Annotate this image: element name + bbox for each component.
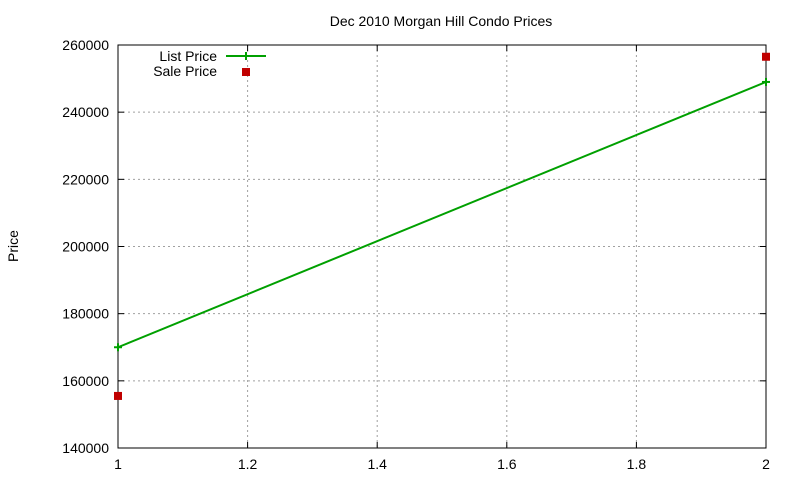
data-point-list-price [114, 343, 122, 352]
chart-title: Dec 2010 Morgan Hill Condo Prices [330, 13, 553, 29]
y-tick-label: 180000 [62, 306, 109, 322]
y-tick-label: 260000 [62, 37, 109, 53]
legend-plus-marker [242, 52, 250, 60]
y-tick-label: 200000 [62, 239, 109, 255]
data-point-sale-price [762, 52, 770, 61]
y-tick-label: 140000 [62, 440, 109, 456]
legend-marker-sale-price [242, 68, 250, 76]
y-axis-label: Price [5, 230, 21, 262]
legend-label-sale-price: Sale Price [153, 63, 217, 79]
x-tick-label: 2 [762, 456, 770, 472]
legend-marker-list-price [242, 52, 250, 60]
x-tick-label: 1.4 [367, 456, 387, 472]
axis-ticks: 1 1.2 1.4 1.6 1.8 2 140000 160000 180000 200000 22… [62, 37, 770, 472]
legend-label-list-price: List Price [159, 48, 217, 64]
y-tick-label: 220000 [62, 171, 109, 187]
series-layer [114, 52, 770, 400]
legend: List Price Sale Price [153, 48, 266, 79]
grid [118, 45, 766, 448]
x-tick-label: 1.8 [627, 456, 647, 472]
y-tick-label: 160000 [62, 373, 109, 389]
data-point-sale-price [114, 391, 122, 400]
x-tick-label: 1.2 [238, 456, 258, 472]
x-tick-label: 1 [114, 456, 122, 472]
y-tick-label: 240000 [62, 104, 109, 120]
series-line-list-price [117, 81, 767, 349]
x-tick-label: 1.6 [497, 456, 517, 472]
data-point-list-price [762, 77, 770, 86]
